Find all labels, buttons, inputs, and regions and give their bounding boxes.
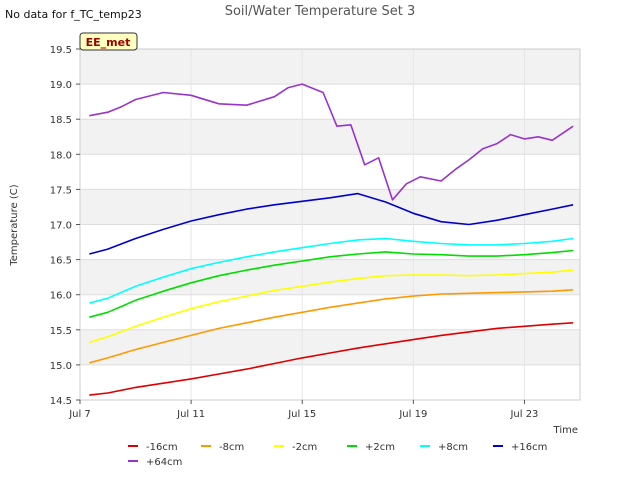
y-tick-label: 19.0 bbox=[50, 80, 72, 91]
legend-label: -8cm bbox=[219, 442, 244, 453]
legend-item: -2cm bbox=[274, 442, 317, 453]
y-tick-label: 17.5 bbox=[50, 185, 72, 196]
legend-label: -2cm bbox=[292, 442, 317, 453]
no-data-note: No data for f_TC_temp23 bbox=[5, 8, 142, 21]
legend-label: +64cm bbox=[146, 457, 182, 468]
background-band bbox=[80, 294, 580, 330]
legend-item: -16cm bbox=[128, 442, 178, 453]
background-band bbox=[80, 119, 580, 155]
legend-label: +16cm bbox=[511, 442, 547, 453]
series-line-8cmcm bbox=[89, 237, 574, 304]
series-lines bbox=[89, 83, 574, 396]
y-axis-label: Temperature (C) bbox=[9, 184, 20, 266]
x-tick-label: Jul 7 bbox=[68, 409, 91, 420]
x-axis-label: Time bbox=[553, 425, 578, 436]
series-line-64cmcm bbox=[89, 83, 574, 201]
y-axis-ticks: 14.5 15.0 15.5 16.0 16.5 17.0 17.5 18.0 18.5 19.0… bbox=[50, 45, 80, 407]
series-line-2cmcm bbox=[89, 249, 574, 318]
background-band bbox=[80, 189, 580, 225]
chart-title: Soil/Water Temperature Set 3 bbox=[225, 4, 416, 19]
x-tick-label: Jul 11 bbox=[176, 409, 205, 420]
legend-item: -8cm bbox=[201, 442, 244, 453]
background-band bbox=[80, 84, 580, 120]
x-tick-label: Jul 19 bbox=[398, 409, 427, 420]
y-tick-label: 15.5 bbox=[50, 326, 72, 337]
legend-item: +16cm bbox=[493, 442, 547, 453]
x-tick-label: Jul 23 bbox=[509, 409, 538, 420]
y-tick-label: 15.0 bbox=[50, 361, 72, 372]
series-line-16cmcm bbox=[89, 322, 574, 396]
background-band bbox=[80, 224, 580, 260]
background-band bbox=[80, 154, 580, 190]
legend-label: -16cm bbox=[146, 442, 178, 453]
x-axis-ticks: Jul 7 Jul 11 Jul 15 Jul 19 Jul 23 bbox=[68, 400, 538, 420]
site-badge-label: EE_met bbox=[86, 36, 131, 49]
legend-item: +64cm bbox=[128, 457, 182, 468]
y-tick-label: 17.0 bbox=[50, 221, 72, 232]
y-tick-label: 18.0 bbox=[50, 150, 72, 161]
background-band bbox=[80, 49, 580, 85]
series-line-16cmcm bbox=[89, 192, 574, 255]
legend-item: +2cm bbox=[347, 442, 395, 453]
x-tick-label: Jul 15 bbox=[287, 409, 316, 420]
plot-background-bands bbox=[80, 49, 580, 400]
legend: -16cm -8cm -2cm +2cm +8cm +16cm +64cm bbox=[128, 442, 547, 468]
y-tick-label: 14.5 bbox=[50, 396, 72, 407]
legend-label: +2cm bbox=[365, 442, 395, 453]
y-tick-label: 16.5 bbox=[50, 256, 72, 267]
y-tick-label: 16.0 bbox=[50, 291, 72, 302]
site-badge: EE_met bbox=[79, 32, 138, 51]
series-line-2cmcm bbox=[89, 269, 574, 344]
background-band bbox=[80, 329, 580, 365]
y-tick-label: 19.5 bbox=[50, 45, 72, 56]
background-band bbox=[80, 364, 580, 400]
y-tick-label: 18.5 bbox=[50, 115, 72, 126]
legend-label: +8cm bbox=[438, 442, 468, 453]
legend-item: +8cm bbox=[420, 442, 468, 453]
site-badge-box bbox=[79, 32, 138, 51]
series-line-8cmcm bbox=[89, 289, 574, 364]
background-band bbox=[80, 259, 580, 295]
